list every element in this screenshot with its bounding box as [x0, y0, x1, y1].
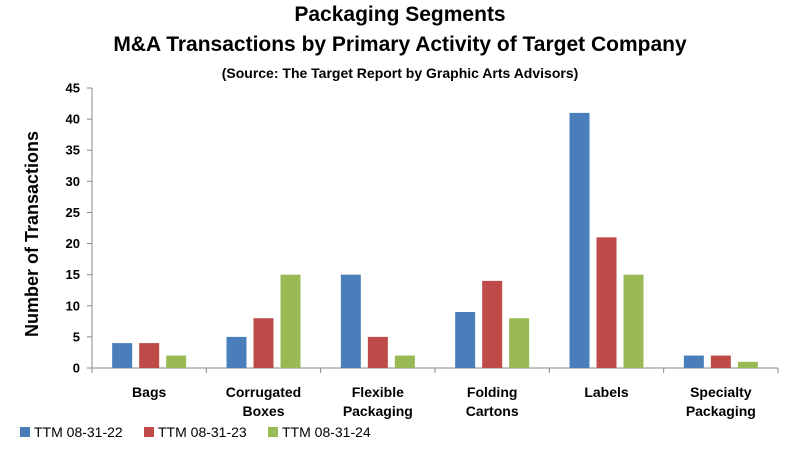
bar-ttm-08-31-24: [394, 355, 415, 368]
bar-ttm-08-31-23: [596, 237, 617, 368]
bar-ttm-08-31-23: [482, 280, 503, 368]
bar-ttm-08-31-22: [112, 343, 133, 368]
legend-label: TTM 08-31-24: [282, 424, 371, 440]
bar-ttm-08-31-23: [139, 343, 160, 368]
y-tick-label: 10: [66, 298, 80, 313]
bar-ttm-08-31-24: [166, 355, 187, 368]
y-tick-label: 20: [66, 236, 80, 251]
legend-label: TTM 08-31-23: [158, 424, 247, 440]
legend-swatch: [268, 427, 278, 437]
x-category-label: Flexible: [352, 384, 404, 400]
bar-ttm-08-31-22: [569, 112, 590, 368]
x-category-label: Bags: [132, 384, 166, 400]
bar-ttm-08-31-22: [455, 312, 476, 368]
x-category-label: Packaging: [343, 403, 413, 419]
legend-swatch: [144, 427, 154, 437]
y-axis-label: Number of Transactions: [22, 131, 42, 337]
legend-label: TTM 08-31-22: [34, 424, 123, 440]
y-tick-label: 25: [66, 205, 80, 220]
x-category-label: Folding: [467, 384, 518, 400]
y-tick-label: 5: [73, 329, 80, 344]
y-tick-label: 40: [66, 112, 80, 127]
x-category-label: Packaging: [686, 403, 756, 419]
x-category-label: Cartons: [466, 403, 519, 419]
bar-ttm-08-31-23: [253, 318, 274, 368]
bar-ttm-08-31-24: [509, 318, 530, 368]
bar-ttm-08-31-22: [683, 355, 704, 368]
y-tick-label: 35: [66, 143, 80, 158]
x-category-label: Specialty: [690, 384, 752, 400]
chart-title: Packaging Segments: [294, 3, 506, 26]
bar-ttm-08-31-24: [623, 274, 644, 368]
y-tick-label: 30: [66, 174, 80, 189]
y-tick-label: 0: [73, 361, 80, 376]
x-category-label: Corrugated: [226, 384, 301, 400]
bar-ttm-08-31-22: [340, 274, 361, 368]
bar-ttm-08-31-24: [280, 274, 301, 368]
chart-subtitle: M&A Transactions by Primary Activity of …: [113, 33, 687, 56]
y-tick-label: 15: [66, 267, 80, 282]
legend-swatch: [20, 427, 30, 437]
chart-source: (Source: The Target Report by Graphic Ar…: [221, 65, 579, 81]
bar-ttm-08-31-24: [737, 361, 758, 368]
bar-ttm-08-31-23: [367, 336, 388, 368]
bar-ttm-08-31-23: [710, 355, 731, 368]
bar-ttm-08-31-22: [226, 336, 247, 368]
x-category-label: Boxes: [242, 403, 284, 419]
y-tick-label: 45: [66, 81, 80, 96]
x-category-label: Labels: [584, 384, 629, 400]
